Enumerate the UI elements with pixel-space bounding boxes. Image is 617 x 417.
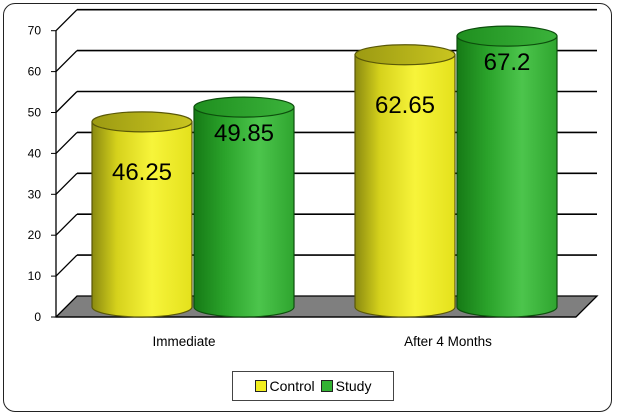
legend-swatch-study xyxy=(320,380,333,392)
y-tick-label: 10 xyxy=(28,269,42,283)
bar-top xyxy=(456,25,558,47)
legend-item-study: Study xyxy=(320,378,372,394)
data-label: 67.2 xyxy=(484,49,531,76)
gridline-slant xyxy=(55,131,78,154)
x-tick-label: After 4 Months xyxy=(404,334,492,349)
y-tick-label: 0 xyxy=(34,310,41,324)
bar-cylinder-study-0: 49.85 xyxy=(193,96,295,318)
bar-top xyxy=(91,111,193,133)
bar-top xyxy=(354,44,456,66)
bar-top xyxy=(193,96,295,118)
bar-body xyxy=(456,35,558,318)
y-tick-label: 40 xyxy=(28,146,42,160)
y-tick-label: 70 xyxy=(28,24,42,38)
y-axis-ticks: 0 10 20 30 40 50 60 70 xyxy=(28,24,56,324)
gridline-slant xyxy=(55,50,78,73)
data-label: 49.85 xyxy=(214,120,274,147)
legend-swatch-control xyxy=(254,380,267,392)
gridline-slant xyxy=(55,172,78,195)
y-tick-label: 20 xyxy=(28,228,42,242)
legend-label-control: Control xyxy=(269,378,315,394)
y-tick-label: 50 xyxy=(28,106,42,120)
bar-body xyxy=(354,54,456,318)
bars: 46.25 49.85 62.65 67.2 xyxy=(91,25,558,318)
bar-body xyxy=(193,106,295,318)
legend: Control Study xyxy=(232,371,394,401)
gridline-slant xyxy=(55,254,78,277)
legend-label-study: Study xyxy=(335,378,372,394)
data-label: 62.65 xyxy=(375,92,435,119)
bar-cylinder-control-1: 62.65 xyxy=(354,44,456,318)
gridline-slant xyxy=(55,9,78,32)
bar-cylinder-study-1: 67.2 xyxy=(456,25,558,318)
bar-body xyxy=(91,121,193,318)
legend-item-control: Control xyxy=(254,378,315,394)
data-label: 46.25 xyxy=(112,159,172,186)
bar-cylinder-control-0: 46.25 xyxy=(91,111,193,318)
x-tick-label: Immediate xyxy=(152,334,215,349)
x-axis-labels: Immediate After 4 Months xyxy=(152,334,492,349)
y-tick-label: 30 xyxy=(28,187,42,201)
gridline-slant xyxy=(55,213,78,236)
y-tick-label: 60 xyxy=(28,65,42,79)
gridline-slant xyxy=(55,91,78,113)
